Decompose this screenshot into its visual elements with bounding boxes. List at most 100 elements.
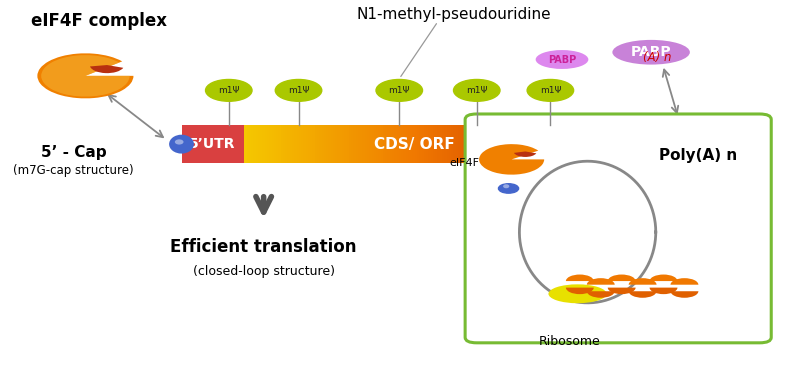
- Bar: [436, 125, 438, 163]
- Bar: [278, 125, 281, 163]
- Bar: [308, 125, 311, 163]
- Bar: [244, 125, 247, 163]
- Bar: [428, 125, 432, 163]
- Bar: [437, 125, 440, 163]
- Bar: [447, 125, 450, 163]
- Bar: [267, 125, 270, 163]
- Bar: [287, 125, 291, 163]
- Bar: [394, 125, 398, 163]
- Bar: [535, 125, 539, 163]
- Bar: [317, 125, 320, 163]
- Circle shape: [454, 79, 500, 101]
- Ellipse shape: [175, 139, 184, 145]
- Bar: [505, 125, 508, 163]
- Bar: [458, 125, 461, 163]
- Bar: [306, 125, 309, 163]
- Bar: [295, 125, 297, 163]
- Bar: [544, 125, 547, 163]
- Text: 5’ - Cap: 5’ - Cap: [41, 145, 107, 160]
- Text: CDS/ ORF: CDS/ ORF: [375, 137, 455, 152]
- Bar: [310, 125, 314, 163]
- Bar: [417, 125, 420, 163]
- Text: (A) n: (A) n: [643, 51, 672, 64]
- Bar: [413, 125, 416, 163]
- Bar: [504, 125, 506, 163]
- Bar: [554, 125, 557, 163]
- Bar: [528, 125, 531, 163]
- Bar: [401, 125, 404, 163]
- Wedge shape: [565, 274, 594, 281]
- Circle shape: [527, 79, 573, 101]
- Bar: [531, 125, 534, 163]
- Bar: [406, 125, 409, 163]
- Bar: [538, 125, 541, 163]
- Bar: [478, 125, 482, 163]
- Bar: [426, 125, 429, 163]
- Bar: [492, 125, 495, 163]
- Bar: [276, 125, 279, 163]
- Bar: [403, 125, 406, 163]
- Bar: [385, 125, 388, 163]
- Bar: [483, 125, 486, 163]
- Bar: [540, 125, 543, 163]
- Ellipse shape: [169, 135, 194, 154]
- Bar: [526, 125, 529, 163]
- Bar: [390, 125, 393, 163]
- Circle shape: [206, 79, 252, 101]
- Bar: [356, 125, 359, 163]
- Wedge shape: [90, 65, 124, 73]
- Bar: [340, 125, 343, 163]
- Bar: [549, 125, 552, 163]
- Bar: [374, 125, 377, 163]
- Bar: [424, 125, 427, 163]
- Bar: [497, 125, 500, 163]
- Circle shape: [376, 79, 422, 101]
- Bar: [182, 125, 244, 163]
- Wedge shape: [671, 278, 699, 285]
- Bar: [485, 125, 489, 163]
- Bar: [421, 125, 425, 163]
- Bar: [348, 125, 352, 163]
- Bar: [431, 125, 434, 163]
- Bar: [489, 125, 493, 163]
- Bar: [379, 125, 382, 163]
- Bar: [261, 125, 263, 163]
- Bar: [329, 125, 331, 163]
- Wedge shape: [629, 278, 657, 285]
- Bar: [363, 125, 366, 163]
- Text: m1Ψ: m1Ψ: [389, 86, 410, 95]
- Bar: [265, 125, 268, 163]
- Bar: [569, 125, 573, 163]
- Bar: [347, 125, 349, 163]
- Bar: [567, 125, 570, 163]
- Bar: [324, 125, 327, 163]
- Text: m1Ψ: m1Ψ: [287, 86, 309, 95]
- Bar: [476, 125, 479, 163]
- Wedge shape: [37, 53, 134, 98]
- Bar: [524, 125, 527, 163]
- Text: Poly(A) n: Poly(A) n: [659, 148, 737, 163]
- Bar: [258, 125, 261, 163]
- Bar: [367, 125, 370, 163]
- Ellipse shape: [612, 40, 690, 64]
- Bar: [465, 125, 468, 163]
- Bar: [387, 125, 390, 163]
- Bar: [360, 125, 364, 163]
- Text: (m7G-cap structure): (m7G-cap structure): [13, 164, 134, 177]
- Bar: [515, 125, 518, 163]
- Bar: [546, 125, 550, 163]
- Text: 5’UTR: 5’UTR: [189, 137, 236, 151]
- Bar: [292, 125, 295, 163]
- Bar: [415, 125, 418, 163]
- Bar: [488, 125, 490, 163]
- Bar: [494, 125, 497, 163]
- Bar: [451, 125, 454, 163]
- Bar: [444, 125, 447, 163]
- Bar: [285, 125, 288, 163]
- Wedge shape: [671, 291, 699, 298]
- FancyBboxPatch shape: [465, 114, 771, 343]
- Bar: [256, 125, 259, 163]
- Wedge shape: [629, 291, 657, 298]
- Wedge shape: [587, 291, 615, 298]
- Bar: [481, 125, 484, 163]
